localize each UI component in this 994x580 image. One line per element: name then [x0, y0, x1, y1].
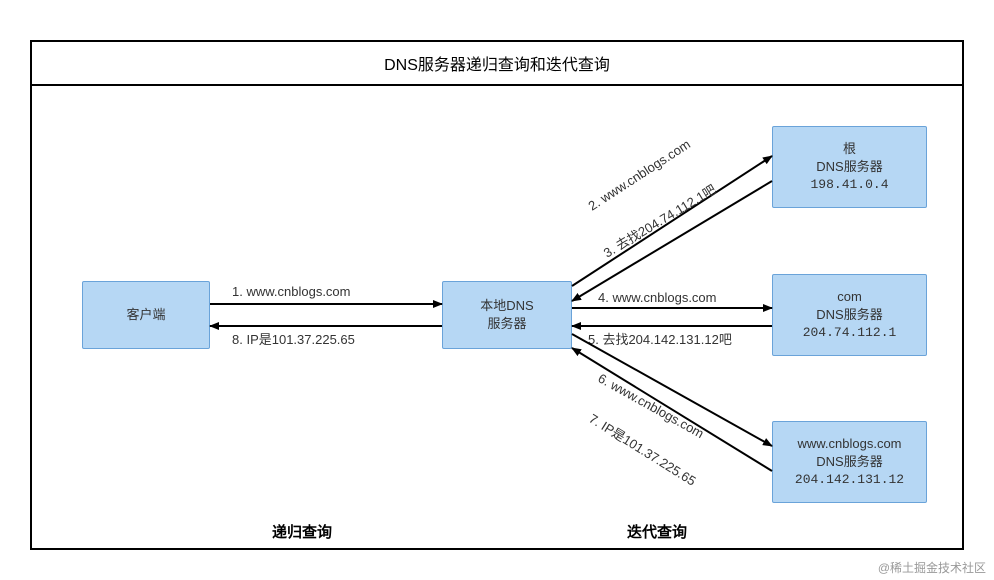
node-com-line1: com	[837, 288, 862, 306]
edge-1-label: 1. www.cnblogs.com	[232, 284, 351, 299]
section-recursive: 递归查询	[272, 521, 332, 542]
edge-4-label: 4. www.cnblogs.com	[598, 290, 717, 305]
node-com-dns: com DNS服务器 204.74.112.1	[772, 274, 927, 356]
node-root-line2: DNS服务器	[816, 158, 882, 176]
diagram-title: DNS服务器递归查询和迭代查询	[32, 42, 962, 86]
diagram-frame: DNS服务器递归查询和迭代查询 客户端 本地DNS 服务器 根 DNS服务器 1…	[30, 40, 964, 550]
edge-6-label: 6. www.cnblogs.com	[596, 371, 707, 442]
edge-5-label: 5. 去找204.142.131.12吧	[588, 332, 732, 347]
node-client: 客户端	[82, 281, 210, 349]
edge-8-label: 8. IP是101.37.225.65	[232, 332, 355, 347]
node-client-label: 客户端	[126, 306, 165, 324]
node-local-dns: 本地DNS 服务器	[442, 281, 572, 349]
node-root-dns: 根 DNS服务器 198.41.0.4	[772, 126, 927, 208]
diagram-area: 客户端 本地DNS 服务器 根 DNS服务器 198.41.0.4 com DN…	[32, 86, 962, 548]
section-iterative: 迭代查询	[627, 521, 687, 542]
node-auth-line2: DNS服务器	[816, 453, 882, 471]
node-auth-line1: www.cnblogs.com	[797, 435, 901, 453]
node-root-line1: 根	[843, 140, 856, 158]
node-com-ip: 204.74.112.1	[803, 324, 897, 342]
edge-7-label: 7. IP是101.37.225.65	[586, 411, 698, 489]
node-auth-ip: 204.142.131.12	[795, 471, 904, 489]
node-local-line1: 本地DNS	[480, 297, 533, 315]
edge-2-label: 2. www.cnblogs.com	[585, 136, 693, 213]
node-root-ip: 198.41.0.4	[810, 176, 888, 194]
watermark: @稀土掘金技术社区	[878, 559, 986, 576]
node-com-line2: DNS服务器	[816, 306, 882, 324]
node-auth-dns: www.cnblogs.com DNS服务器 204.142.131.12	[772, 421, 927, 503]
node-local-line2: 服务器	[487, 315, 526, 333]
edge-3-label: 3. 去找204.74.112.1吧	[601, 182, 719, 261]
